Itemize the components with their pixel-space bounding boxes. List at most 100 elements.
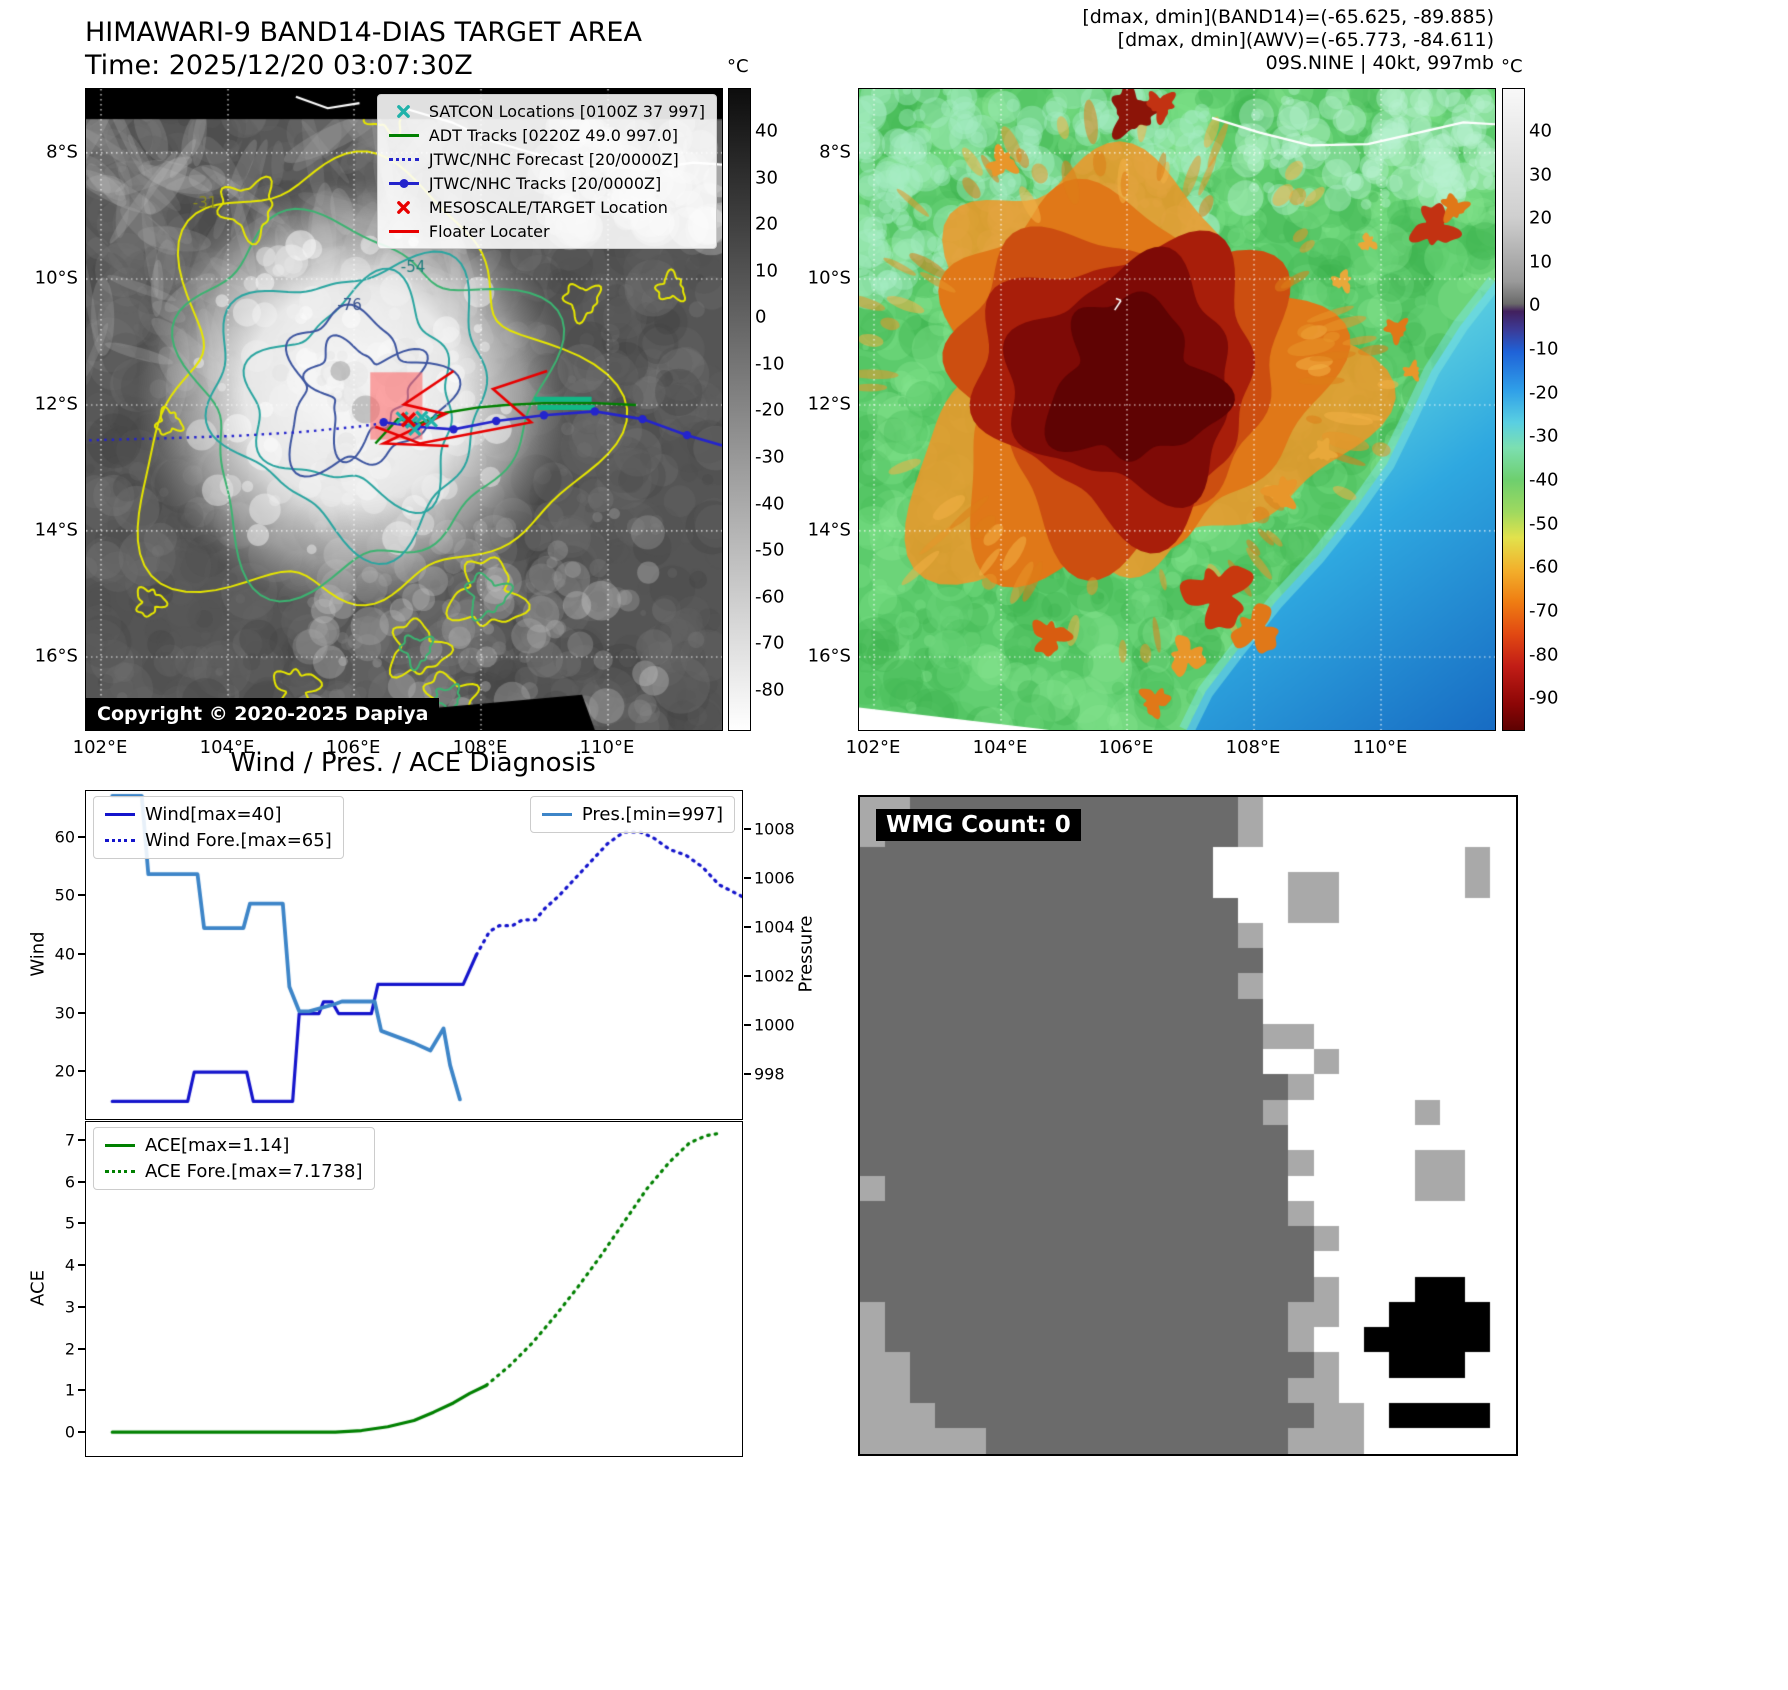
y-tick-label: 7 (64, 1130, 75, 1150)
band14-colorbar (728, 88, 751, 731)
dot-marker-icon (399, 178, 409, 188)
y-tick-mark (78, 1070, 85, 1073)
lat-tick-label: 14°S (807, 519, 851, 541)
y2-tick-label: 1004 (754, 917, 795, 937)
lat-tick-label: 10°S (34, 267, 78, 289)
awv-satellite-image (859, 89, 1495, 730)
colorbar-tick-label: -80 (755, 679, 785, 701)
y2-tick-label: 1000 (754, 1015, 795, 1035)
wind-legend: Wind[max=40] Wind Fore.[max=65] (93, 796, 344, 859)
colorbar-tick-label: -10 (755, 353, 785, 375)
y-tick-label: 30 (54, 1003, 75, 1023)
colorbar-tick-label: 10 (1529, 251, 1552, 273)
lon-tick-label: 106°E (325, 737, 381, 758)
awv-header-line2: [dmax, dmin](AWV)=(-65.773, -84.611) (1117, 29, 1494, 51)
y-tick-mark (78, 1138, 85, 1141)
lat-tick-label: 8°S (819, 141, 851, 163)
y2-tick-label: 1002 (754, 966, 795, 986)
legend-label: ACE Fore.[max=7.1738] (145, 1161, 363, 1182)
lon-tick-label: 102°E (72, 737, 128, 758)
lon-tick-label: 108°E (452, 737, 508, 758)
x-marker-icon (389, 200, 419, 215)
lat-tick-label: 14°S (34, 519, 78, 541)
lat-tick-label: 16°S (34, 645, 78, 667)
band14-colorbar-unit: °C (727, 56, 749, 77)
ace-chart: ACE[max=1.14] ACE Fore.[max=7.1738] (85, 1121, 743, 1457)
colorbar-tick-label: -60 (755, 586, 785, 608)
legend-item: SATCON Locations [0100Z 37 997] (389, 102, 705, 121)
y-tick-label: 6 (64, 1172, 75, 1192)
lon-tick-label: 102°E (845, 737, 901, 758)
lon-tick-label: 108°E (1225, 737, 1281, 758)
colorbar-tick-label: -70 (1529, 600, 1559, 622)
colorbar-tick-label: 0 (755, 306, 767, 328)
y2-tick-mark (744, 975, 751, 978)
colorbar-tick-label: -10 (1529, 338, 1559, 360)
wmg-count-label: WMG Count: 0 (876, 809, 1081, 841)
y2-tick-mark (744, 1023, 751, 1026)
legend-label: JTWC/NHC Tracks [20/0000Z] (428, 174, 662, 193)
y2-tick-label: 1006 (754, 868, 795, 888)
colorbar-tick-label: 20 (1529, 207, 1552, 229)
lat-tick-label: 12°S (807, 393, 851, 415)
y-tick-label: 1 (64, 1380, 75, 1400)
awv-colorbar-unit: °C (1501, 56, 1523, 77)
band14-map-panel: SATCON Locations [0100Z 37 997] ADT Track… (85, 88, 723, 731)
lat-tick-label: 8°S (46, 141, 78, 163)
y2-tick-mark (744, 1072, 751, 1075)
colorbar-tick-label: 40 (755, 120, 778, 142)
y-tick-label: 5 (64, 1213, 75, 1233)
line-with-dot-icon (388, 178, 419, 188)
y-tick-mark (78, 894, 85, 897)
band14-legend: SATCON Locations [0100Z 37 997] ADT Track… (376, 94, 717, 249)
y-tick-mark (78, 1389, 85, 1392)
line-icon (388, 230, 419, 233)
line-icon (105, 813, 135, 816)
colorbar-tick-label: -20 (755, 399, 785, 421)
legend-item: Pres.[min=997] (541, 804, 723, 825)
lat-tick-label: 10°S (807, 267, 851, 289)
y-tick-mark (78, 1264, 85, 1267)
wmg-panel: WMG Count: 0 (858, 795, 1518, 1456)
legend-label: Wind[max=40] (145, 804, 282, 825)
wind-axis-label: Wind (27, 931, 49, 977)
legend-label: SATCON Locations [0100Z 37 997] (428, 102, 705, 121)
y2-tick-mark (744, 877, 751, 880)
lon-tick-label: 104°E (199, 737, 255, 758)
legend-item: ACE Fore.[max=7.1738] (105, 1161, 363, 1182)
y2-tick-label: 1008 (754, 819, 795, 839)
legend-label: MESOSCALE/TARGET Location (428, 198, 668, 217)
y-tick-label: 2 (64, 1339, 75, 1359)
legend-item: Floater Locater (388, 222, 705, 241)
pressure-axis-label: Pressure (795, 915, 817, 993)
awv-header-line3: 09S.NINE | 40kt, 997mb (1265, 52, 1494, 74)
awv-map-panel (858, 88, 1496, 731)
colorbar-tick-label: 30 (1529, 164, 1552, 186)
legend-item: ACE[max=1.14] (105, 1135, 363, 1156)
y-tick-mark (78, 1431, 85, 1434)
legend-label: ACE[max=1.14] (145, 1135, 290, 1156)
wind-pressure-chart: Wind[max=40] Wind Fore.[max=65] Pres.[min… (85, 790, 743, 1120)
band14-time: Time: 2025/12/20 03:07:30Z (85, 50, 473, 81)
y2-tick-mark (744, 926, 751, 929)
legend-item: JTWC/NHC Tracks [20/0000Z] (388, 174, 705, 193)
y-tick-mark (78, 1347, 85, 1350)
line-icon (105, 1144, 135, 1147)
legend-label: Pres.[min=997] (581, 804, 723, 825)
y-tick-mark (78, 953, 85, 955)
colorbar-tick-label: 10 (755, 260, 778, 282)
band14-title-block: HIMAWARI-9 BAND14-DIAS TARGET AREA Time:… (85, 16, 642, 82)
y-tick-label: 0 (64, 1422, 75, 1442)
colorbar-tick-label: -70 (755, 632, 785, 654)
line-icon (541, 813, 572, 816)
legend-label: ADT Tracks [0220Z 49.0 997.0] (428, 126, 679, 145)
legend-label: Floater Locater (428, 222, 550, 241)
colorbar-tick-label: 30 (755, 167, 778, 189)
diagnosis-title: Wind / Pres. / ACE Diagnosis (230, 748, 596, 778)
y2-tick-label: 998 (754, 1064, 785, 1084)
lon-tick-label: 110°E (579, 737, 635, 758)
colorbar-tick-label: -30 (1529, 425, 1559, 447)
colorbar-tick-label: -80 (1529, 644, 1559, 666)
y-tick-mark (78, 1011, 85, 1014)
y-tick-mark (78, 1222, 85, 1225)
